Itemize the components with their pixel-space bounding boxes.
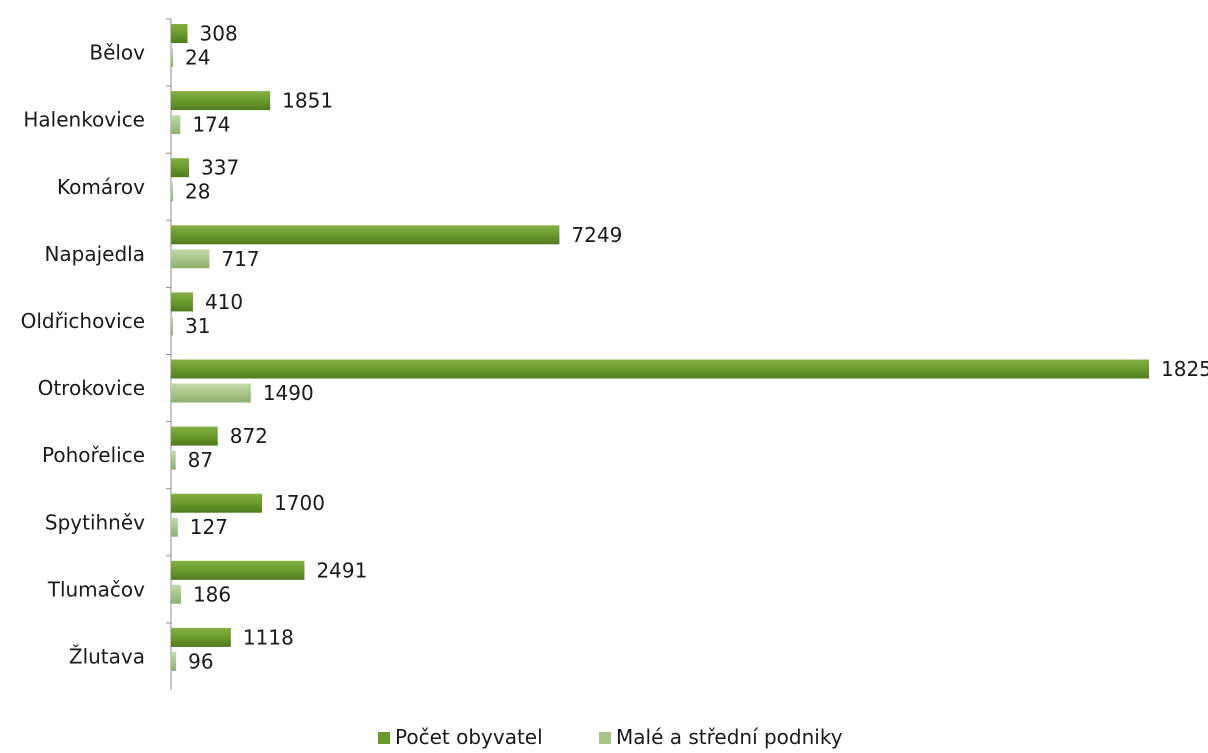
data-label: 308 — [200, 22, 238, 46]
data-label: 872 — [230, 424, 268, 448]
data-label: 174 — [192, 113, 230, 137]
category-label: Tlumačov — [47, 577, 145, 601]
data-label: 410 — [205, 290, 243, 314]
legend-label: Počet obyvatel — [395, 725, 543, 749]
bar-male-a-stredni-podniky — [171, 249, 210, 269]
data-label: 28 — [185, 180, 210, 204]
bar-male-a-stredni-podniky — [171, 48, 173, 67]
bar-male-a-stredni-podniky — [171, 651, 177, 671]
category-label: Napajedla — [44, 242, 145, 266]
data-label: 7249 — [571, 223, 622, 247]
bar-pocet-obyvatel — [171, 225, 560, 245]
category-label: Pohořelice — [42, 443, 145, 467]
data-label: 1851 — [282, 89, 333, 113]
data-label: 1700 — [274, 491, 325, 515]
data-label: 127 — [190, 515, 228, 539]
category-label: Halenkovice — [23, 108, 145, 132]
data-label: 18253 — [1161, 357, 1208, 381]
bar-male-a-stredni-podniky — [171, 584, 181, 604]
data-label: 87 — [188, 448, 213, 472]
bar-pocet-obyvatel — [171, 359, 1149, 379]
legend: Počet obyvatel Malé a střední podniky — [378, 725, 843, 749]
data-label: 717 — [221, 247, 259, 271]
bar-male-a-stredni-podniky — [171, 115, 181, 135]
bar-male-a-stredni-podniky — [171, 450, 176, 470]
legend-label: Malé a střední podniky — [616, 725, 843, 749]
data-label: 96 — [188, 649, 213, 673]
bar-pocet-obyvatel — [171, 292, 193, 312]
bar-pocet-obyvatel — [171, 493, 263, 513]
category-label: Komárov — [57, 175, 145, 199]
bar-pocet-obyvatel — [171, 627, 231, 647]
data-label: 337 — [201, 156, 239, 180]
category-label: Žlutava — [69, 644, 145, 668]
bar-pocet-obyvatel — [171, 426, 218, 446]
bar-male-a-stredni-podniky — [171, 182, 173, 202]
category-label: Bělov — [89, 41, 145, 65]
data-label: 1118 — [243, 625, 294, 649]
bar-male-a-stredni-podniky — [171, 316, 173, 336]
data-label: 186 — [193, 582, 231, 606]
category-label: Oldřichovice — [21, 309, 145, 333]
data-label: 2491 — [316, 558, 367, 582]
bar-pocet-obyvatel — [171, 24, 188, 43]
category-label: Otrokovice — [38, 376, 145, 400]
bar-male-a-stredni-podniky — [171, 517, 178, 537]
bar-pocet-obyvatel — [171, 158, 190, 178]
data-label: 1490 — [263, 381, 314, 405]
bar-male-a-stredni-podniky — [171, 383, 251, 403]
bar-pocet-obyvatel — [171, 91, 271, 111]
data-label: 31 — [185, 314, 210, 338]
legend-swatch — [599, 732, 611, 744]
legend-swatch — [378, 732, 390, 744]
data-label: 24 — [185, 46, 210, 70]
bar-pocet-obyvatel — [171, 560, 305, 580]
category-label: Spytihněv — [45, 510, 145, 534]
